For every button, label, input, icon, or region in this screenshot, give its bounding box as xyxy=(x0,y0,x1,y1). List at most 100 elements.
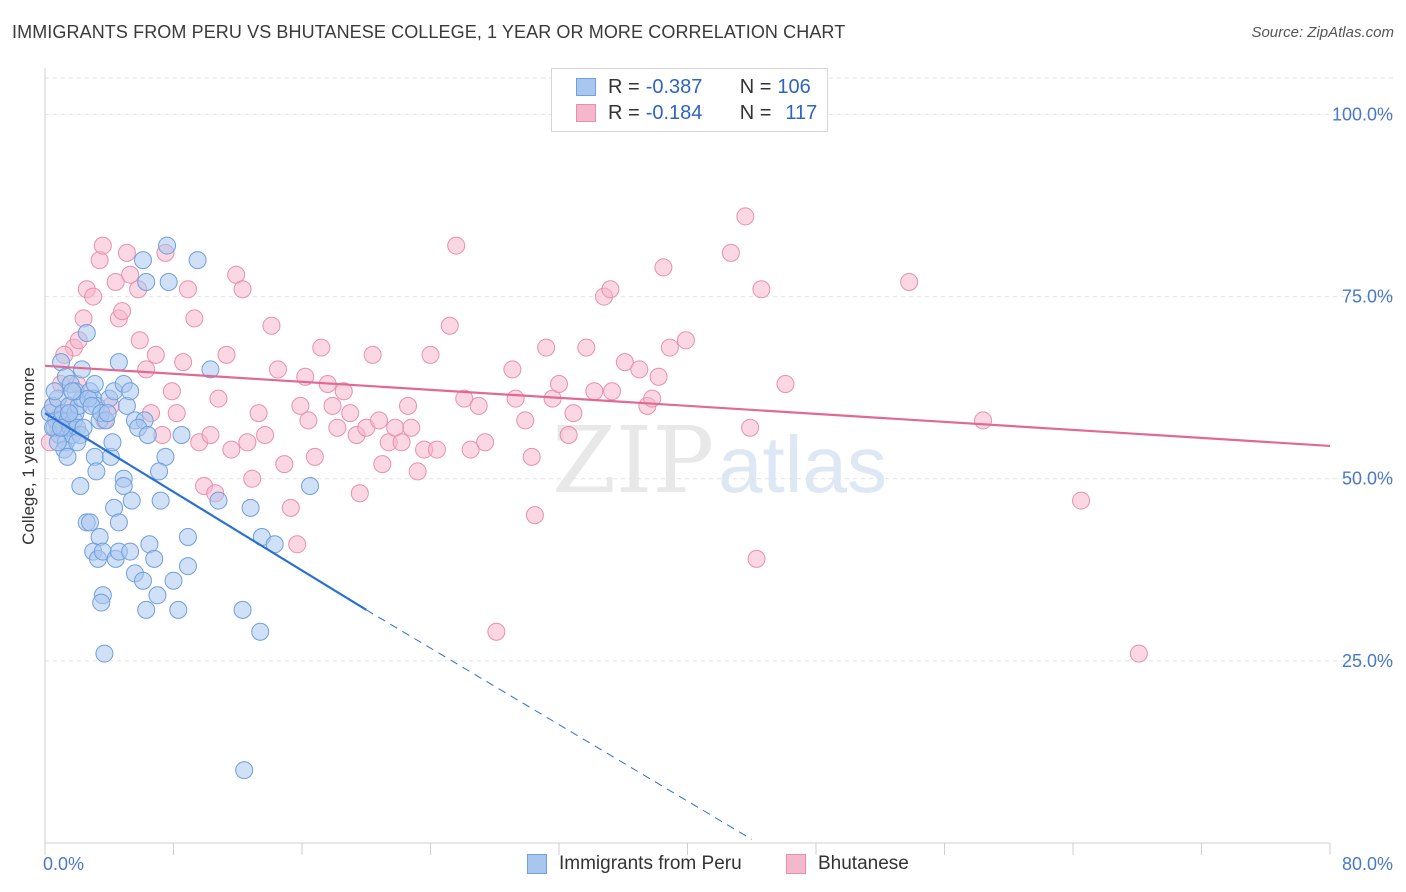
y-tick-label: 100.0% xyxy=(1332,104,1393,124)
watermark-zip: ZIP xyxy=(552,407,714,514)
point-bhutanese xyxy=(209,389,228,408)
point-bhutanese xyxy=(121,265,140,284)
point-peru xyxy=(137,600,156,619)
point-peru xyxy=(122,491,141,510)
point-bhutanese xyxy=(117,243,136,262)
legend-r-value: -0.387 xyxy=(645,75,703,98)
point-peru xyxy=(121,542,140,561)
point-bhutanese xyxy=(299,411,318,430)
point-bhutanese xyxy=(249,404,268,423)
point-peru xyxy=(148,586,167,605)
point-bhutanese xyxy=(268,360,287,379)
point-bhutanese xyxy=(275,455,294,474)
point-bhutanese xyxy=(506,389,525,408)
point-bhutanese xyxy=(312,338,331,357)
point-peru xyxy=(63,382,82,401)
point-peru xyxy=(178,557,197,576)
point-peru xyxy=(301,477,320,495)
point-bhutanese xyxy=(341,404,360,423)
point-peru xyxy=(133,251,152,270)
series-swatch-pink xyxy=(786,854,806,874)
chart-title: IMMIGRANTS FROM PERU VS BHUTANESE COLLEG… xyxy=(12,22,846,42)
point-bhutanese xyxy=(256,426,275,444)
point-bhutanese xyxy=(660,338,679,357)
point-bhutanese xyxy=(440,316,459,335)
point-peru xyxy=(233,600,252,619)
point-bhutanese xyxy=(373,455,392,474)
point-bhutanese xyxy=(721,243,740,262)
legend-r-label: R = xyxy=(608,75,640,98)
point-bhutanese xyxy=(421,345,440,364)
point-bhutanese xyxy=(649,367,668,386)
legend-swatch-pink xyxy=(576,104,596,122)
point-peru xyxy=(251,622,270,641)
correlation-legend: R = -0.387 N = 106 R = -0.184 N = 117 xyxy=(551,68,828,132)
point-bhutanese xyxy=(334,382,353,401)
point-peru xyxy=(209,491,228,510)
point-bhutanese xyxy=(281,498,300,517)
watermark: ZIP atlas xyxy=(552,407,887,514)
point-bhutanese xyxy=(455,389,474,408)
series-legend-peru[interactable]: Immigrants from Peru xyxy=(527,850,742,878)
point-bhutanese xyxy=(408,462,427,481)
point-bhutanese xyxy=(900,273,919,291)
point-peru xyxy=(151,491,170,510)
point-bhutanese xyxy=(328,418,347,437)
trend-line-peru-extrapolated xyxy=(365,609,753,840)
trend-line-peru xyxy=(44,412,367,611)
point-bhutanese xyxy=(137,360,156,379)
point-bhutanese xyxy=(370,411,389,430)
point-bhutanese xyxy=(178,280,197,299)
series-label-peru: Immigrants from Peru xyxy=(559,853,742,874)
point-peru xyxy=(150,462,169,481)
point-peru xyxy=(137,273,156,291)
point-bhutanese xyxy=(577,338,596,357)
point-bhutanese xyxy=(217,345,236,364)
point-peru xyxy=(159,273,178,291)
point-bhutanese xyxy=(476,433,495,452)
y-tick-label: 50.0% xyxy=(1342,469,1393,489)
point-bhutanese xyxy=(974,411,993,430)
point-bhutanese xyxy=(525,506,544,525)
point-bhutanese xyxy=(447,236,466,255)
point-bhutanese xyxy=(747,549,766,568)
point-bhutanese xyxy=(162,382,181,401)
point-bhutanese xyxy=(654,258,673,277)
point-peru xyxy=(85,375,104,393)
point-peru xyxy=(235,761,254,780)
trend-line-bhutanese xyxy=(44,364,1331,448)
point-bhutanese xyxy=(676,331,695,350)
x-tick-label-min: 0.0% xyxy=(43,854,84,874)
point-peru xyxy=(114,477,133,495)
point-bhutanese xyxy=(564,404,583,423)
point-bhutanese xyxy=(185,309,204,328)
source-label: Source: ZipAtlas.com xyxy=(1251,24,1394,41)
y-tick-label: 25.0% xyxy=(1342,651,1393,671)
point-peru xyxy=(87,462,106,481)
tick-labels: 25.0% 50.0% 75.0% 100.0% 0.0% 80.0% College, 1… xyxy=(19,104,1393,874)
point-bhutanese xyxy=(537,338,556,357)
point-bhutanese xyxy=(550,375,568,393)
point-bhutanese xyxy=(427,440,446,459)
point-bhutanese xyxy=(130,331,149,350)
legend-n-label: N = xyxy=(739,101,772,124)
peru-points xyxy=(40,236,320,780)
point-bhutanese xyxy=(167,404,186,423)
point-bhutanese xyxy=(350,484,369,503)
legend-row-peru: R = -0.387 N = 106 xyxy=(576,75,811,99)
legend-row-bhutanese: R = -0.184 N = 117 xyxy=(576,101,817,125)
point-peru xyxy=(45,382,64,401)
point-bhutanese xyxy=(736,207,755,226)
point-bhutanese xyxy=(201,426,220,444)
point-bhutanese xyxy=(238,433,257,452)
point-bhutanese xyxy=(1129,644,1148,663)
trend-lines xyxy=(44,364,1331,840)
point-peru xyxy=(164,571,183,590)
point-peru xyxy=(92,593,111,612)
point-bhutanese xyxy=(291,396,310,415)
point-bhutanese xyxy=(522,447,541,466)
series-legend-bhutanese[interactable]: Bhutanese xyxy=(786,850,909,878)
point-peru xyxy=(241,498,260,517)
point-peru xyxy=(201,360,220,379)
